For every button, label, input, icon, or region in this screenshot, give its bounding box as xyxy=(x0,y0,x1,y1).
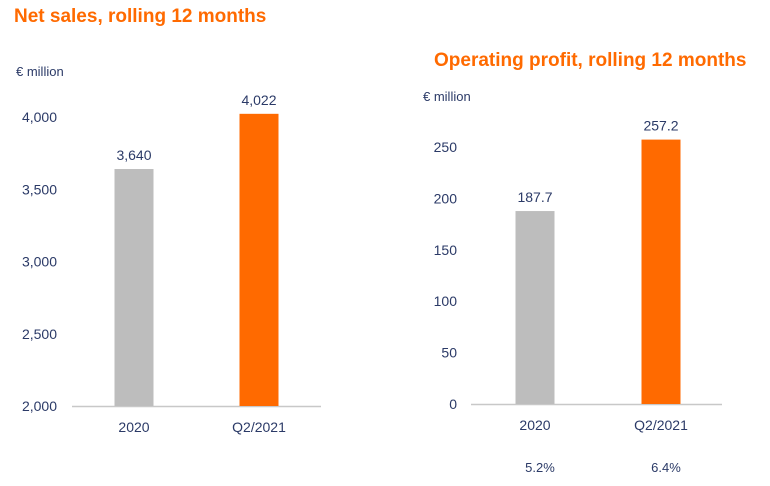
operating-profit-bar xyxy=(515,211,555,404)
operating-margin-2020: 5.2% xyxy=(525,460,555,475)
operating-profit-y-tick-label: 100 xyxy=(434,293,458,309)
operating-profit-unit-label: € million xyxy=(423,89,471,104)
net-sales-y-tick-label: 2,500 xyxy=(22,326,57,342)
operating-profit-y-tick-label: 50 xyxy=(441,345,457,361)
operating-profit-bar xyxy=(641,139,681,405)
net-sales-bar xyxy=(239,113,279,407)
operating-profit-category-label: 2020 xyxy=(519,417,550,433)
net-sales-category-label: 2020 xyxy=(118,419,149,435)
operating-profit-y-tick-label: 200 xyxy=(434,190,458,206)
net-sales-y-tick-label: 3,000 xyxy=(22,254,57,270)
operating-margin-q2-2021: 6.4% xyxy=(651,460,681,475)
net-sales-data-label: 4,022 xyxy=(241,92,276,108)
net-sales-y-tick-label: 4,000 xyxy=(22,109,57,125)
operating-profit-data-label: 257.2 xyxy=(643,118,678,134)
operating-profit-y-tick-label: 250 xyxy=(434,139,458,155)
operating-profit-chart-title: Operating profit, rolling 12 months xyxy=(434,50,747,71)
net-sales-y-tick-label: 3,500 xyxy=(22,181,57,197)
net-sales-unit-label: € million xyxy=(16,64,64,79)
operating-profit-y-tick-label: 0 xyxy=(449,396,457,412)
operating-profit-y-tick-label: 150 xyxy=(434,242,458,258)
operating-profit-data-label: 187.7 xyxy=(517,189,552,205)
net-sales-bar xyxy=(114,169,154,406)
net-sales-data-label: 3,640 xyxy=(116,147,151,163)
net-sales-y-tick-label: 2,000 xyxy=(22,398,57,414)
net-sales-chart-title: Net sales, rolling 12 months xyxy=(14,6,267,27)
net-sales-category-label: Q2/2021 xyxy=(232,419,286,435)
operating-profit-category-label: Q2/2021 xyxy=(634,417,688,433)
